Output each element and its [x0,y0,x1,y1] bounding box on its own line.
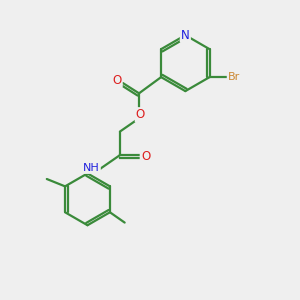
Text: O: O [141,150,150,163]
Text: N: N [181,29,190,42]
Text: NH: NH [83,163,100,173]
Text: Br: Br [228,72,240,82]
Text: O: O [136,108,145,121]
Text: O: O [112,74,122,87]
